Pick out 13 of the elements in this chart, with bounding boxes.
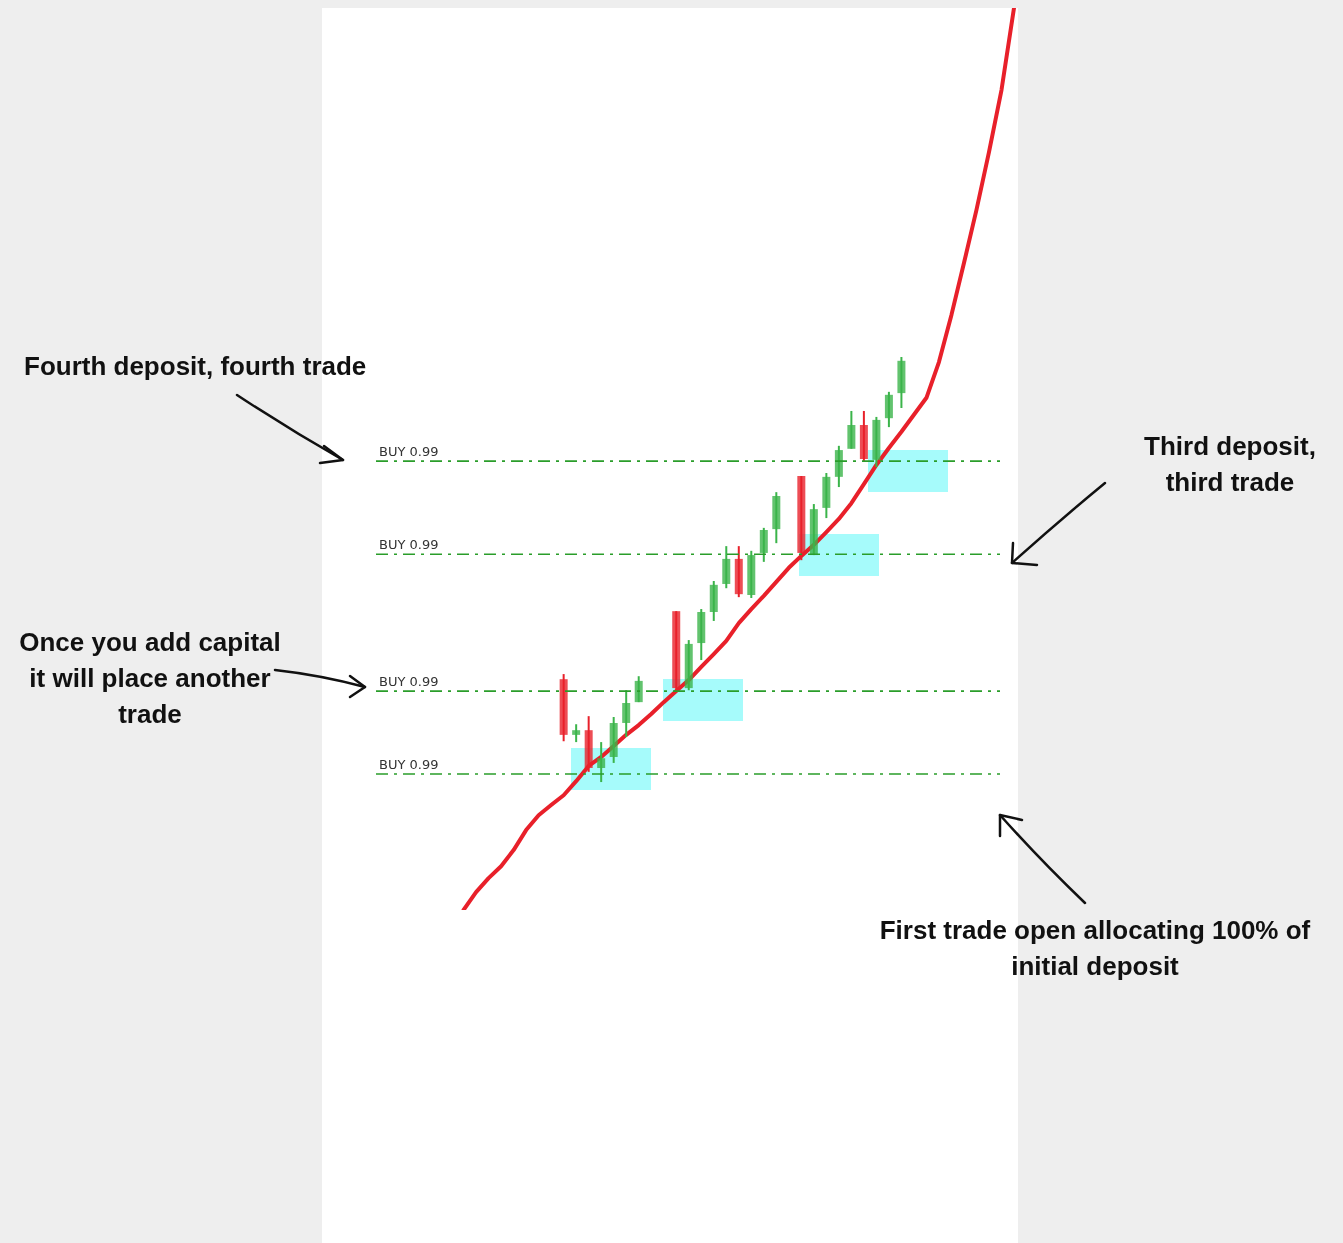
- candlestick: [622, 689, 631, 738]
- ref-line-label: BUY 0.99: [379, 444, 439, 459]
- ref-line-label: BUY 0.99: [379, 537, 439, 553]
- text: First trade open allocating 100% of initial deposit: [878, 914, 1312, 983]
- candlestick: [847, 409, 856, 450]
- ref-line-label: BUY 0.99: [379, 673, 439, 689]
- candlestick: [597, 741, 606, 784]
- text: Fourth deposit, fourth trade: [24, 350, 367, 383]
- candlestick: [759, 526, 768, 563]
- text: Once you add capital it will place another trade: [18, 626, 282, 731]
- candlestick: [884, 390, 893, 429]
- text: Third deposit, third trade: [1143, 430, 1317, 499]
- ref-line-label: BUY 0.99: [379, 756, 439, 772]
